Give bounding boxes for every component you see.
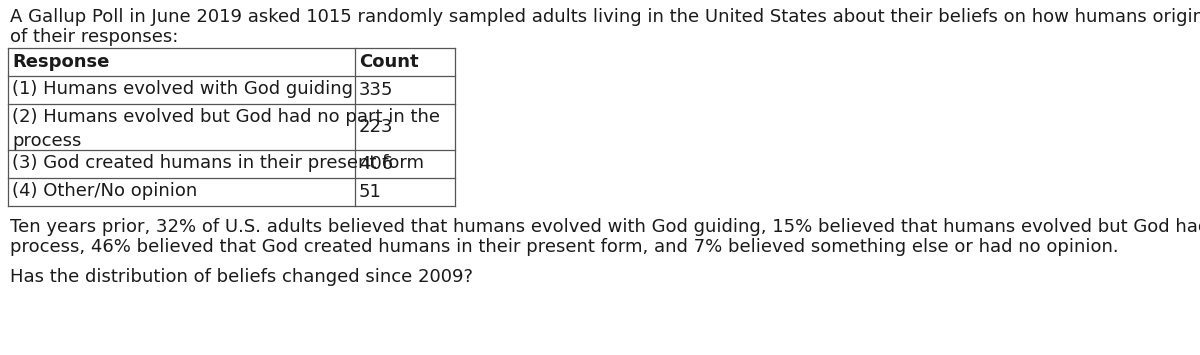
Text: 406: 406 xyxy=(359,155,394,173)
Text: (4) Other/No opinion: (4) Other/No opinion xyxy=(12,182,197,200)
Text: 335: 335 xyxy=(359,81,394,99)
Text: Ten years prior, 32% of U.S. adults believed that humans evolved with God guidin: Ten years prior, 32% of U.S. adults beli… xyxy=(10,218,1200,236)
Text: Response: Response xyxy=(12,53,109,71)
Text: of their responses:: of their responses: xyxy=(10,28,179,46)
Text: (3) God created humans in their present form: (3) God created humans in their present … xyxy=(12,154,424,172)
Text: 223: 223 xyxy=(359,118,394,136)
Text: (2) Humans evolved but God had no part in the
process: (2) Humans evolved but God had no part i… xyxy=(12,108,440,150)
Text: Count: Count xyxy=(359,53,419,71)
Text: process, 46% believed that God created humans in their present form, and 7% beli: process, 46% believed that God created h… xyxy=(10,238,1118,256)
Text: Has the distribution of beliefs changed since 2009?: Has the distribution of beliefs changed … xyxy=(10,268,473,286)
Text: A Gallup Poll in June 2019 asked 1015 randomly sampled adults living in the Unit: A Gallup Poll in June 2019 asked 1015 ra… xyxy=(10,8,1200,26)
Text: 51: 51 xyxy=(359,183,382,201)
Text: (1) Humans evolved with God guiding: (1) Humans evolved with God guiding xyxy=(12,80,353,98)
